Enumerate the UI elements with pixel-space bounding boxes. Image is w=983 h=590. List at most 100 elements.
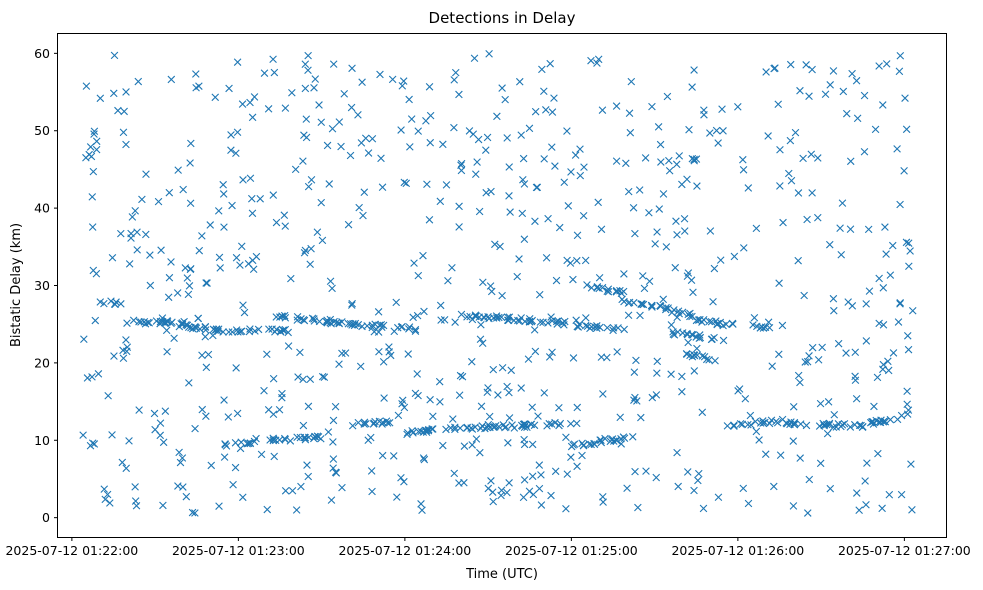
detection-point xyxy=(375,347,383,356)
detection-point xyxy=(816,399,825,408)
detection-point xyxy=(585,440,594,448)
detection-point xyxy=(333,318,341,327)
detection-point xyxy=(895,67,904,76)
detection-point xyxy=(560,321,568,329)
x-tick-label: 2025-07-12 01:22:00 xyxy=(5,543,138,558)
detection-point xyxy=(425,83,434,91)
detection-point xyxy=(281,314,290,322)
detection-point xyxy=(400,178,409,187)
detection-point xyxy=(595,284,603,293)
detection-point xyxy=(279,326,287,335)
detection-point xyxy=(635,186,644,194)
detection-point xyxy=(310,432,319,441)
detection-point xyxy=(489,497,498,506)
detection-point xyxy=(690,486,698,495)
detection-point xyxy=(120,107,128,116)
detection-point xyxy=(483,133,492,142)
detection-point xyxy=(908,506,916,514)
detection-point xyxy=(398,322,406,331)
detection-point xyxy=(239,493,247,502)
detection-point xyxy=(304,51,312,60)
detection-point xyxy=(690,351,698,359)
detection-point xyxy=(776,145,784,154)
detection-point xyxy=(281,486,290,495)
detection-point xyxy=(802,421,811,430)
detection-point xyxy=(456,424,464,432)
detection-point xyxy=(789,502,798,510)
detection-point xyxy=(183,321,192,330)
detection-point xyxy=(519,175,527,184)
detection-point xyxy=(657,158,665,166)
detection-point xyxy=(455,90,463,99)
detection-point xyxy=(802,61,810,69)
detection-point xyxy=(348,299,356,308)
detection-point xyxy=(419,251,427,260)
detection-point xyxy=(730,421,738,430)
detection-point xyxy=(505,163,514,171)
detection-point xyxy=(191,424,199,433)
detection-point xyxy=(364,436,373,444)
detection-point xyxy=(747,421,755,429)
detection-point xyxy=(162,326,171,335)
detection-point xyxy=(904,345,913,354)
detection-point xyxy=(698,408,707,417)
detection-point xyxy=(198,351,206,360)
detection-point xyxy=(709,297,717,306)
detection-point xyxy=(475,207,484,216)
detection-point xyxy=(125,437,133,445)
detection-point xyxy=(678,372,686,381)
detection-point xyxy=(117,300,125,308)
detection-point xyxy=(645,277,654,286)
detection-point xyxy=(524,355,533,363)
detection-point xyxy=(88,373,96,381)
detection-point xyxy=(182,492,191,501)
detection-point xyxy=(581,321,590,330)
detection-point xyxy=(576,145,584,153)
detection-point xyxy=(842,109,851,118)
detection-point xyxy=(178,454,187,462)
detection-point xyxy=(807,150,816,159)
detection-point xyxy=(852,489,861,497)
detection-point xyxy=(713,320,722,328)
detection-point xyxy=(246,174,255,183)
detection-point xyxy=(786,136,795,145)
detection-point xyxy=(803,357,812,366)
detection-point xyxy=(398,396,407,405)
detection-point xyxy=(341,349,350,357)
detection-point xyxy=(562,504,570,513)
detection-point xyxy=(578,451,586,460)
detection-point xyxy=(838,199,847,207)
detection-point xyxy=(239,176,247,184)
detection-point xyxy=(837,250,846,259)
detection-point xyxy=(378,183,387,192)
detection-point xyxy=(572,419,581,428)
detection-point xyxy=(297,482,305,491)
detection-point xyxy=(122,464,131,473)
detection-point xyxy=(251,327,259,335)
detection-point xyxy=(423,180,431,189)
detection-point xyxy=(477,320,485,329)
detection-point xyxy=(225,328,233,336)
detection-point xyxy=(671,263,680,272)
detection-point xyxy=(347,103,356,112)
detection-point xyxy=(405,323,414,331)
detection-point xyxy=(455,479,463,487)
detection-point xyxy=(609,324,618,332)
detection-point xyxy=(476,335,485,344)
detection-point xyxy=(688,83,696,91)
detection-point xyxy=(135,406,143,414)
detection-point xyxy=(131,207,139,215)
detection-point xyxy=(122,88,130,96)
detection-point xyxy=(548,348,556,357)
detection-point xyxy=(80,335,88,343)
detection-point xyxy=(648,303,656,311)
detection-point xyxy=(346,151,355,160)
detection-point xyxy=(860,147,869,156)
detection-point xyxy=(329,464,337,472)
detection-point xyxy=(88,223,97,231)
detection-point xyxy=(320,373,329,381)
detection-point xyxy=(304,66,312,75)
detection-point xyxy=(451,318,459,326)
detection-point xyxy=(531,217,539,226)
detection-point xyxy=(82,82,91,90)
